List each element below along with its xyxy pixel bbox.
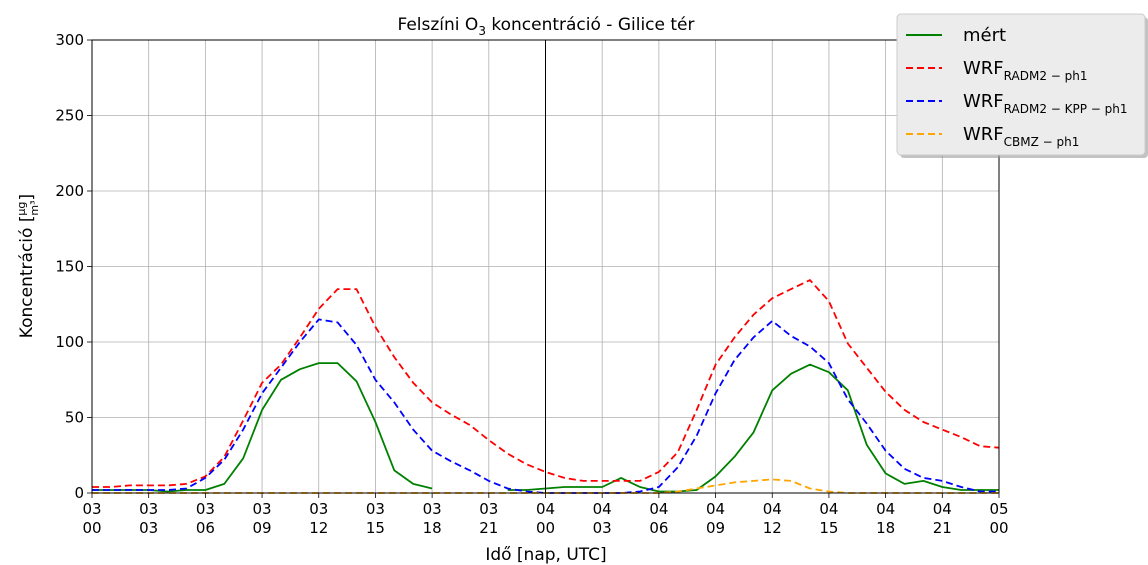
x-tick-label: 03 03	[139, 500, 158, 537]
x-tick-label: 04 18	[876, 500, 895, 537]
y-tick-label: 150	[55, 258, 84, 276]
y-tick-label: 250	[55, 107, 84, 125]
y-tick-label: 0	[74, 484, 84, 502]
chart-title: Felszíni O3 koncentráció - Gilice tér	[397, 15, 694, 38]
x-tick-label: 04 06	[649, 500, 668, 537]
y-tick-label: 100	[55, 333, 84, 351]
legend-box	[896, 13, 1146, 156]
x-tick-label: 03 00	[82, 500, 101, 537]
series-2-segment	[92, 318, 999, 494]
legend-entry-label: WRFCBMZ − ph1	[963, 124, 1079, 149]
y-tick-label: 200	[55, 182, 84, 200]
legend-entry-label: mért	[963, 25, 1006, 46]
x-tick-label: 04 00	[536, 500, 555, 537]
x-tick-label: 05 00	[989, 500, 1008, 537]
series-2-line	[92, 318, 999, 494]
x-tick-label: 04 15	[819, 500, 838, 537]
x-tick-label: 04 12	[763, 500, 782, 537]
plot-frame	[91, 39, 1000, 494]
x-tick-label: 03 06	[196, 500, 215, 537]
y-tick-label: 50	[65, 409, 84, 427]
y-axis-label: Koncentráció [μgm³]	[15, 194, 41, 338]
x-tick-label: 03 09	[253, 500, 272, 537]
series-1-line	[92, 279, 1000, 488]
legend-entry-label: WRFRADM2 − KPP − ph1	[963, 91, 1128, 116]
x-tick-label: 03 12	[309, 500, 328, 537]
series-1-segment	[92, 279, 1000, 488]
axes	[87, 39, 1000, 498]
x-tick-label: 04 21	[933, 500, 952, 537]
series-0-segment	[507, 363, 999, 493]
x-axis-label: Idő [nap, UTC]	[485, 545, 606, 565]
x-tick-label: 03 21	[479, 500, 498, 537]
x-tick-label: 03 18	[423, 500, 442, 537]
x-tick-label: 04 03	[593, 500, 612, 537]
legend-entry-label: WRFRADM2 − ph1	[963, 58, 1088, 83]
x-tick-label: 04 09	[706, 500, 725, 537]
x-tick-label: 03 15	[366, 500, 385, 537]
legend: mért WRFRADM2 − ph1 WRFRADM2 − KPP − ph1 WR…	[896, 13, 1148, 158]
y-tick-label: 300	[55, 31, 84, 49]
